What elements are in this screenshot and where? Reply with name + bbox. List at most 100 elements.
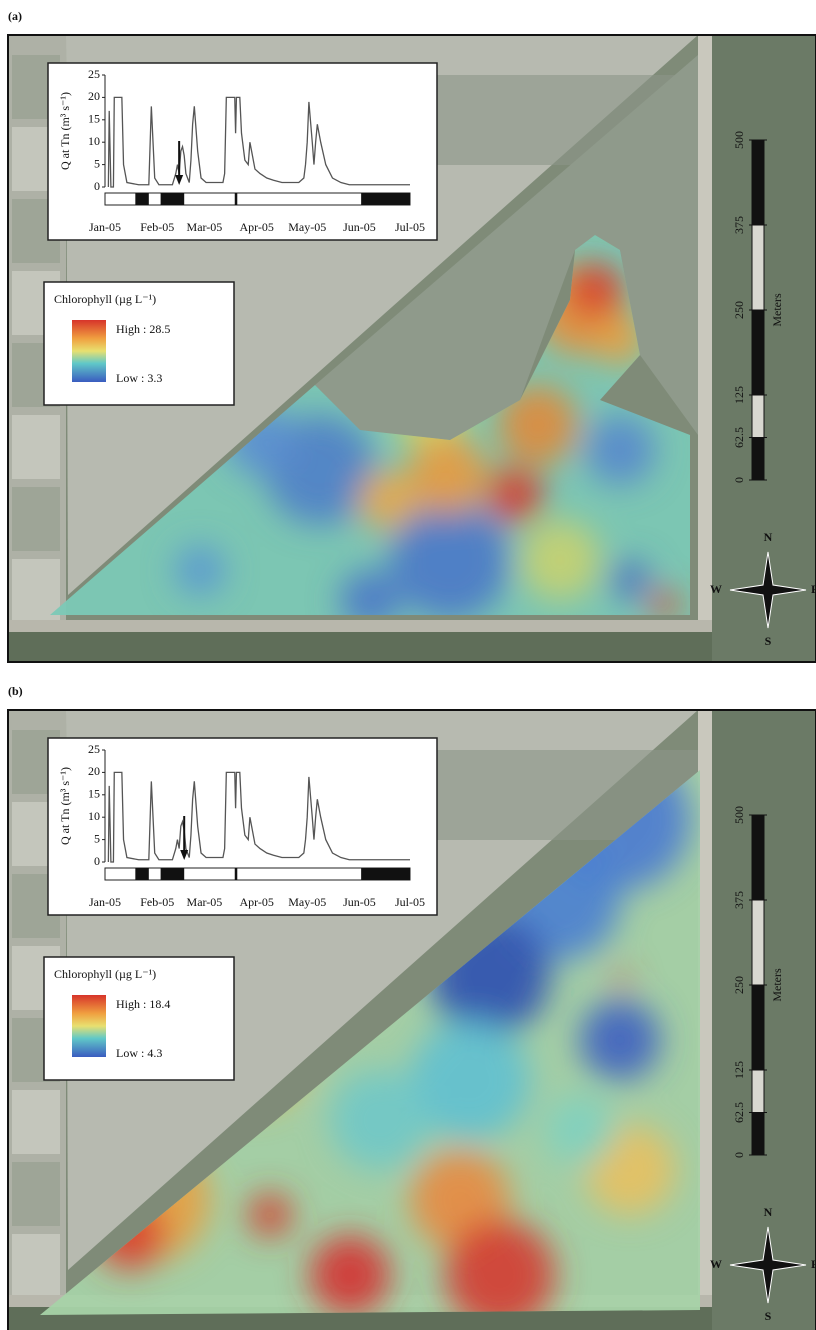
y-axis-label: Q at Tn (m³ s⁻¹) (58, 92, 72, 170)
heat-blob (175, 545, 225, 595)
period-block (361, 868, 410, 880)
x-tick-label: Jun-05 (343, 895, 376, 909)
period-block (135, 868, 148, 880)
x-tick-label: Jun-05 (343, 220, 376, 234)
scale-label: 250 (732, 976, 746, 994)
x-tick-label: Jul-05 (395, 220, 425, 234)
legend-low: Low : 4.3 (116, 1046, 162, 1060)
scale-segment (752, 438, 764, 481)
scale-label: 62.5 (732, 1102, 746, 1123)
heat-blob (614, 970, 630, 986)
scale-segment (752, 815, 764, 900)
scale-segment (752, 900, 764, 985)
inset-box (48, 63, 437, 240)
scale-label: 125 (732, 386, 746, 404)
heat-blob (585, 415, 655, 485)
scale-unit: Meters (770, 293, 784, 327)
y-tick-label: 15 (88, 787, 100, 801)
period-block (161, 193, 185, 205)
field (12, 487, 60, 551)
scale-label: 125 (732, 1061, 746, 1079)
scale-label: 500 (732, 131, 746, 149)
legend-title: Chlorophyll (µg L⁻¹) (54, 967, 156, 981)
heat-blob (487, 467, 543, 523)
legend: Chlorophyll (µg L⁻¹)High : 28.5Low : 3.3 (44, 282, 234, 405)
x-tick-label: Feb-05 (140, 895, 174, 909)
scale-segment (752, 140, 764, 225)
scale-label: 62.5 (732, 427, 746, 448)
field (12, 1162, 60, 1226)
scale-label: 250 (732, 301, 746, 319)
heat-blob (358, 470, 418, 530)
compass-s: S (765, 1309, 772, 1323)
y-tick-label: 20 (88, 89, 100, 103)
panel-label: (a) (8, 9, 22, 23)
y-axis-label: Q at Tn (m³ s⁻¹) (58, 767, 72, 845)
color-ramp (72, 320, 106, 382)
road-bottom (8, 620, 712, 632)
scale-label: 0 (732, 477, 746, 483)
legend-high: High : 28.5 (116, 322, 170, 336)
y-tick-label: 5 (94, 831, 100, 845)
field (12, 1090, 60, 1154)
legend: Chlorophyll (µg L⁻¹) High : 18.4 Low : 4.3 (44, 957, 234, 1080)
x-tick-label: Jan-05 (89, 895, 121, 909)
compass-n: N (764, 530, 773, 544)
y-tick-label: 5 (94, 156, 100, 170)
x-tick-label: May-05 (288, 895, 326, 909)
period-block (161, 868, 185, 880)
inset-box (48, 738, 437, 915)
period-block (235, 868, 238, 880)
color-ramp (72, 995, 106, 1057)
x-tick-label: May-05 (288, 220, 326, 234)
y-tick-label: 20 (88, 764, 100, 778)
legend-low: Low : 3.3 (116, 371, 162, 385)
field (12, 415, 60, 479)
scale-unit: Meters (770, 968, 784, 1002)
panel-label: (b) (8, 684, 23, 698)
heat-blob (248, 1193, 292, 1237)
scale-segment (752, 1070, 764, 1113)
x-tick-label: Mar-05 (187, 220, 223, 234)
field (12, 1234, 60, 1298)
compass-s: S (765, 634, 772, 648)
y-tick-label: 0 (94, 179, 100, 193)
heat-blob (580, 1000, 660, 1080)
scale-segment (752, 1113, 764, 1156)
legend-high: High : 18.4 (116, 997, 170, 1011)
scale-segment (752, 395, 764, 438)
x-tick-label: Jul-05 (395, 895, 425, 909)
x-tick-label: Apr-05 (239, 220, 273, 234)
y-tick-label: 10 (88, 134, 100, 148)
heat-blob (310, 1235, 390, 1315)
y-tick-label: 15 (88, 112, 100, 126)
figure: (a) 0 5 10 15 20 25 Q at Tn (m³ s⁻¹) Jan-05 Feb-0… (0, 0, 816, 1330)
scale-label: 375 (732, 216, 746, 234)
road-right (698, 710, 712, 1330)
y-tick-label: 25 (88, 742, 100, 756)
scale-segment (752, 225, 764, 310)
heat-blob (408, 435, 488, 515)
scale-segment (752, 985, 764, 1070)
compass-e: E (811, 1257, 816, 1271)
forest-bottom (8, 632, 712, 662)
period-block (135, 193, 148, 205)
period-block (361, 193, 410, 205)
heat-blob (330, 1070, 430, 1170)
heat-blob (567, 262, 623, 318)
period-block (235, 193, 238, 205)
compass-e: E (811, 582, 816, 596)
road-right (698, 35, 712, 662)
x-tick-label: Apr-05 (239, 895, 273, 909)
scale-segment (752, 310, 764, 395)
compass-w: W (710, 582, 722, 596)
heat-blob (545, 1095, 615, 1165)
compass-w: W (710, 1257, 722, 1271)
heat-blob (610, 560, 650, 600)
y-tick-label: 10 (88, 809, 100, 823)
x-tick-label: Mar-05 (187, 895, 223, 909)
